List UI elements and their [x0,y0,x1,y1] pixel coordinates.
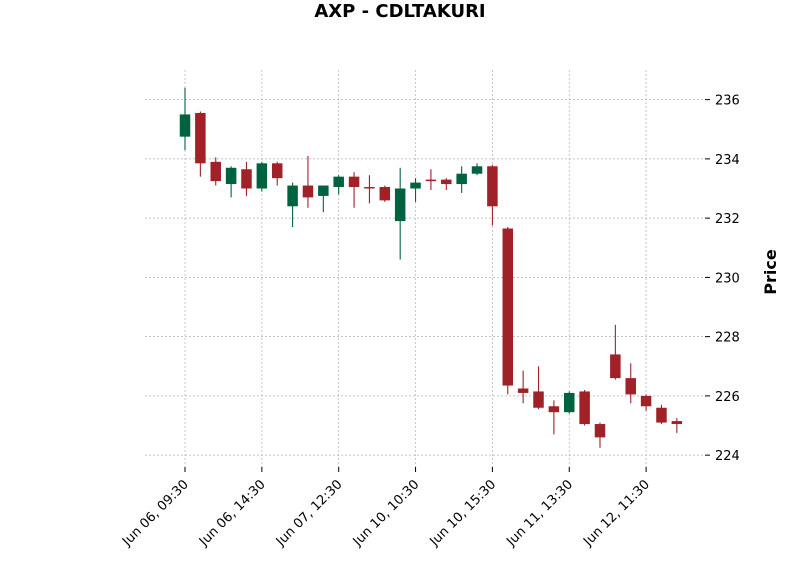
candles [179,87,683,448]
candle-body-down [533,391,544,408]
candle-body-down [517,388,529,393]
candle-body-down [210,161,221,182]
candle-body-up [179,114,191,137]
candle-body-down [302,185,314,198]
y-tick-label: 232 [715,212,740,227]
y-tick-label: 234 [715,153,740,168]
candle-body-down [548,406,560,413]
candle-body-up [318,185,329,196]
x-tick-label: Jun 11, 13:30 [503,477,576,550]
candle-body-up [287,185,298,207]
y-tick-label: 230 [715,271,740,286]
candle-body-up [225,167,237,185]
candle-body-down [271,163,283,179]
candle-body-down [594,424,606,438]
candle-body-up [256,163,268,189]
candle-body-up [456,173,467,185]
candle-body-up [410,182,421,189]
y-tick-label: 236 [715,94,740,109]
candle-body-down [441,179,452,185]
candle-body-up [394,188,406,222]
y-tick-label: 226 [715,390,740,405]
candle-body-up [471,166,483,174]
candle-body-down [640,395,652,407]
y-tick-label: 228 [715,331,740,346]
candle-body-up [333,176,344,188]
candle-body-down [364,187,375,189]
candle-body-down [241,169,252,189]
candle-body-down [656,407,667,423]
candle-body-down [195,112,206,164]
x-tick-label: Jun 07, 12:30 [273,477,346,550]
candle-body-down [579,391,590,425]
gridlines [145,70,705,467]
candle-body-down [502,228,514,386]
y-axis-label: Price [761,249,780,295]
candle-body-down [379,187,391,201]
candle-body-down [487,166,498,207]
candle-body-down [671,421,683,425]
candle-body-down [625,378,636,395]
x-tick-label: Jun 10, 10:30 [350,477,423,550]
x-tick-label: Jun 12, 11:30 [580,477,653,550]
x-tick-label: Jun 06, 09:30 [119,477,192,550]
candle-body-up [564,392,575,413]
x-tick-label: Jun 06, 14:30 [196,477,269,550]
candle-body-down [610,354,621,379]
y-tick-label: 224 [715,449,740,464]
chart-title: AXP - CDLTAKURI [314,1,485,22]
candle-body-down [348,176,360,188]
candle-body-down [425,179,437,182]
x-tick-label: Jun 10, 15:30 [427,477,500,550]
